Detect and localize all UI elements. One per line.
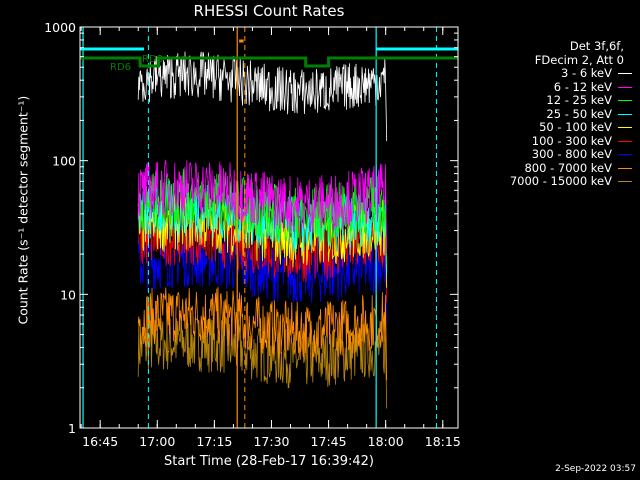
- x-tick-label: 18:00: [368, 434, 404, 449]
- legend-entry: 7000 - 15000 keV: [482, 174, 632, 189]
- x-axis-label: Start Time (28-Feb-17 16:39:42): [164, 454, 374, 469]
- y-tick-label: 1000: [44, 20, 76, 35]
- legend-label: 300 - 800 keV: [531, 147, 612, 161]
- legend-label: 6 - 12 keV: [553, 79, 612, 94]
- legend-entry: 300 - 800 keV: [482, 147, 632, 162]
- legend-swatch: [618, 167, 632, 169]
- plot-frame: [79, 26, 459, 429]
- x-tick-label: 18:15: [425, 434, 461, 449]
- series-line-800to7000keV: [137, 287, 388, 381]
- y-axis-label: Count Rate (s⁻¹ detector segment⁻¹): [15, 95, 31, 325]
- chart-title: RHESSI Count Rates: [193, 2, 345, 20]
- legend-swatch: [618, 100, 632, 102]
- legend-entry: 25 - 50 keV: [482, 106, 632, 122]
- y-tick-label: 10: [60, 287, 76, 302]
- y-tick-label: 1: [68, 421, 76, 436]
- attenuator-state-bar: [80, 56, 458, 68]
- series-line-12to25keV: [137, 168, 388, 265]
- x-tick-label: 17:15: [196, 434, 232, 449]
- legend-header-1: Det 3f,6f,: [569, 39, 624, 53]
- legend-entry: 800 - 7000 keV: [482, 160, 632, 176]
- series-line-3to6keV: [137, 51, 388, 142]
- legend-swatch: [618, 127, 632, 129]
- x-tick-label: 17:00: [139, 434, 175, 449]
- legend-swatch: [618, 113, 632, 115]
- legend-entry: 12 - 25 keV: [482, 93, 632, 108]
- series-line-6to12keV: [137, 159, 388, 254]
- series-line-25to50keV: [137, 179, 388, 275]
- series-traces: [137, 51, 388, 409]
- y-tick-label: 100: [52, 154, 76, 169]
- legend-swatch: [618, 181, 632, 183]
- bar-label-rd8: RD8: [142, 54, 163, 65]
- legend-swatch: [618, 73, 632, 75]
- bar-label-rd6: RD6: [110, 62, 131, 73]
- legend-label: 100 - 300 keV: [531, 133, 612, 148]
- legend-label: 7000 - 15000 keV: [509, 174, 612, 188]
- x-tick-label: 17:30: [253, 434, 289, 449]
- legend-swatch: [618, 154, 632, 156]
- legend-label: 12 - 25 keV: [546, 93, 612, 107]
- x-tick-label: 17:45: [311, 434, 347, 449]
- legend-swatch: [618, 86, 632, 88]
- legend-label: 3 - 6 keV: [561, 66, 612, 80]
- legend-label: 50 - 100 keV: [539, 120, 612, 134]
- generation-timestamp: 2-Sep-2022 03:57: [555, 464, 636, 474]
- legend-label: 800 - 7000 keV: [524, 160, 612, 175]
- legend-entry: 100 - 300 keV: [482, 133, 632, 149]
- legend-entry: 6 - 12 keV: [482, 79, 632, 95]
- legend-label: 25 - 50 keV: [546, 106, 612, 121]
- legend-header-2: FDecim 2, Att 0: [534, 52, 624, 67]
- legend-entry: 3 - 6 keV: [482, 66, 632, 81]
- overlays: RD6 RD8: [80, 27, 458, 428]
- x-tick-label: 16:45: [82, 434, 118, 449]
- legend-swatch: [618, 140, 632, 142]
- legend: Det 3f,6f, FDecim 2, Att 0 3 - 6 keV 6 - …: [482, 39, 632, 189]
- legend-entry: 50 - 100 keV: [482, 120, 632, 135]
- axes: 16:45 17:00 17:15 17:30 17:45 18:00 18:15 1 10 10…: [44, 20, 461, 449]
